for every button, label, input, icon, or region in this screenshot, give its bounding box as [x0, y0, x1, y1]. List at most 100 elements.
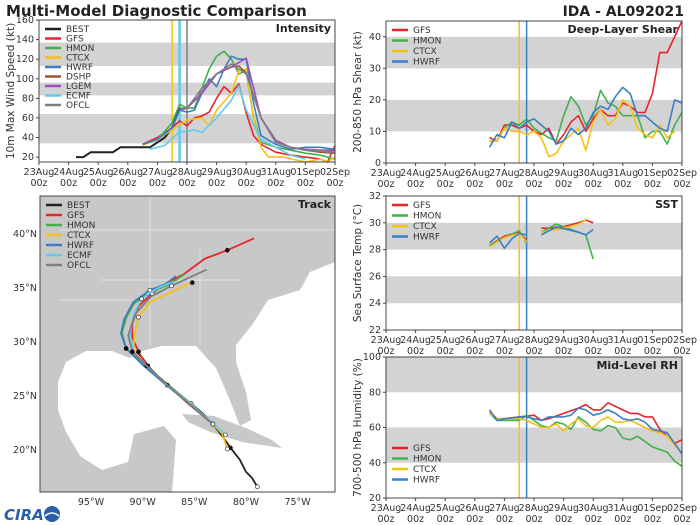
y-tick-label: 60: [369, 423, 381, 434]
y-tick-label: 24: [369, 298, 381, 309]
x-tick-label: 25Aug: [430, 335, 461, 346]
series-lgem: [179, 57, 335, 151]
shaded-band: [386, 36, 682, 69]
y-tick-label: 100: [363, 352, 381, 363]
x-tick-label: 23Aug: [371, 503, 402, 514]
legend-label-hmon: HMON: [413, 212, 441, 222]
track-point-ctcx: [225, 446, 230, 452]
legend-label-hwrf: HWRF: [413, 58, 440, 68]
y-tick-label: 32: [369, 191, 381, 202]
panel-sst: 22242628303223Aug00z24Aug00z25Aug00z26Au…: [352, 191, 697, 357]
shaded-band: [386, 276, 682, 304]
track-point-ofcl: [210, 421, 216, 427]
lon-tick-label: 90°W: [130, 497, 157, 508]
x-tick-label: 24Aug: [400, 503, 431, 514]
track-point-ecmf: [222, 432, 228, 438]
legend-label-dshp: DSHP: [66, 73, 91, 83]
x-tick-hour: 00z: [407, 346, 424, 357]
series-ctcx: [489, 412, 683, 453]
y-tick-label: 80: [22, 93, 34, 104]
x-tick-hour: 00z: [525, 514, 542, 525]
x-tick-hour: 00z: [119, 178, 136, 189]
legend-label-ofcl: OFCL: [67, 261, 91, 271]
lon-tick-label: 85°W: [181, 497, 208, 508]
panel-title: Deep-Layer Shear: [567, 23, 678, 36]
x-tick-hour: 00z: [673, 514, 690, 525]
series-hmon: [142, 50, 336, 160]
legend-label-gfs: GFS: [413, 26, 431, 36]
x-tick-label: 01Sep: [290, 167, 320, 178]
x-tick-hour: 00z: [585, 179, 602, 190]
cira-logo: CIRA: [4, 506, 60, 524]
x-tick-hour: 00z: [437, 346, 454, 357]
track-point-hwrf: [147, 287, 153, 293]
panel-title: Intensity: [276, 22, 331, 35]
lat-tick-label: 35°N: [13, 283, 37, 294]
x-tick-hour: 00z: [466, 514, 483, 525]
track-point-best: [255, 484, 260, 490]
x-tick-hour: 00z: [525, 346, 542, 357]
x-tick-label: 25Aug: [430, 168, 461, 179]
svg-text:CIRA: CIRA: [4, 506, 44, 524]
panel-intensity: 2040608010012014016023Aug00z24Aug00z25Au…: [5, 15, 350, 189]
shaded-band: [386, 222, 682, 250]
shaded-band: [386, 357, 682, 393]
legend-label-lgem: LGEM: [66, 82, 91, 92]
x-tick-label: 30Aug: [231, 167, 262, 178]
x-tick-hour: 00z: [178, 178, 195, 189]
x-tick-label: 31Aug: [607, 335, 638, 346]
series-hwrf: [488, 407, 683, 455]
panel-shear: 01020304023Aug00z24Aug00z25Aug00z26Aug00…: [352, 20, 697, 190]
legend-label-ctcx: CTCX: [413, 222, 437, 232]
series-ctcx: [489, 99, 676, 158]
y-axis-label: 10m Max Wind Speed (kt): [5, 23, 17, 159]
legend-label-hwrf: HWRF: [413, 233, 440, 243]
legend-label-best: BEST: [67, 201, 91, 211]
legend-label-gfs: GFS: [66, 35, 84, 45]
track-point-ecmf: [139, 296, 144, 302]
x-tick-hour: 00z: [466, 346, 483, 357]
x-tick-hour: 00z: [377, 514, 394, 525]
x-tick-hour: 00z: [555, 346, 572, 357]
x-tick-label: 02Sep: [667, 503, 697, 514]
legend-label-gfs: GFS: [67, 211, 85, 221]
y-tick-label: 40: [22, 133, 34, 144]
x-tick-hour: 00z: [377, 346, 394, 357]
x-tick-label: 24Aug: [400, 168, 431, 179]
x-tick-hour: 00z: [208, 178, 225, 189]
x-tick-label: 31Aug: [607, 168, 638, 179]
y-tick-label: 28: [369, 245, 381, 256]
x-tick-label: 23Aug: [371, 335, 402, 346]
x-tick-label: 28Aug: [519, 503, 550, 514]
legend-label-ofcl: OFCL: [66, 101, 90, 111]
x-tick-hour: 00z: [614, 179, 631, 190]
lon-tick-label: 95°W: [78, 497, 105, 508]
y-tick-label: 100: [16, 74, 34, 85]
x-tick-hour: 00z: [673, 346, 690, 357]
legend-label-ctcx: CTCX: [413, 47, 437, 57]
x-tick-hour: 00z: [437, 179, 454, 190]
x-tick-hour: 00z: [297, 178, 314, 189]
legend-label-ctcx: CTCX: [413, 465, 437, 475]
y-tick-label: 26: [369, 271, 381, 282]
y-axis-label: 700-500 hPa Humidity (%): [352, 358, 364, 497]
lon-tick-label: 75°W: [284, 497, 311, 508]
shaded-band: [386, 427, 682, 463]
y-tick-label: 80: [369, 387, 381, 398]
x-tick-label: 02Sep: [667, 168, 697, 179]
track-point-ctcx: [136, 314, 141, 320]
x-tick-label: 29Aug: [201, 167, 232, 178]
series-ctcx: [489, 219, 587, 248]
y-tick-label: 0: [375, 158, 381, 169]
plot-area: [386, 196, 682, 330]
y-tick-label: 60: [22, 113, 34, 124]
x-tick-hour: 00z: [60, 178, 77, 189]
x-tick-label: 01Sep: [637, 335, 667, 346]
series-hmon: [489, 89, 683, 145]
x-tick-label: 27Aug: [489, 168, 520, 179]
y-axis-label: Sea Surface Temp (°C): [352, 204, 364, 322]
x-tick-label: 30Aug: [578, 168, 609, 179]
storm-id: IDA - AL092021: [563, 4, 684, 20]
x-tick-hour: 00z: [555, 179, 572, 190]
y-tick-label: 20: [22, 152, 34, 163]
